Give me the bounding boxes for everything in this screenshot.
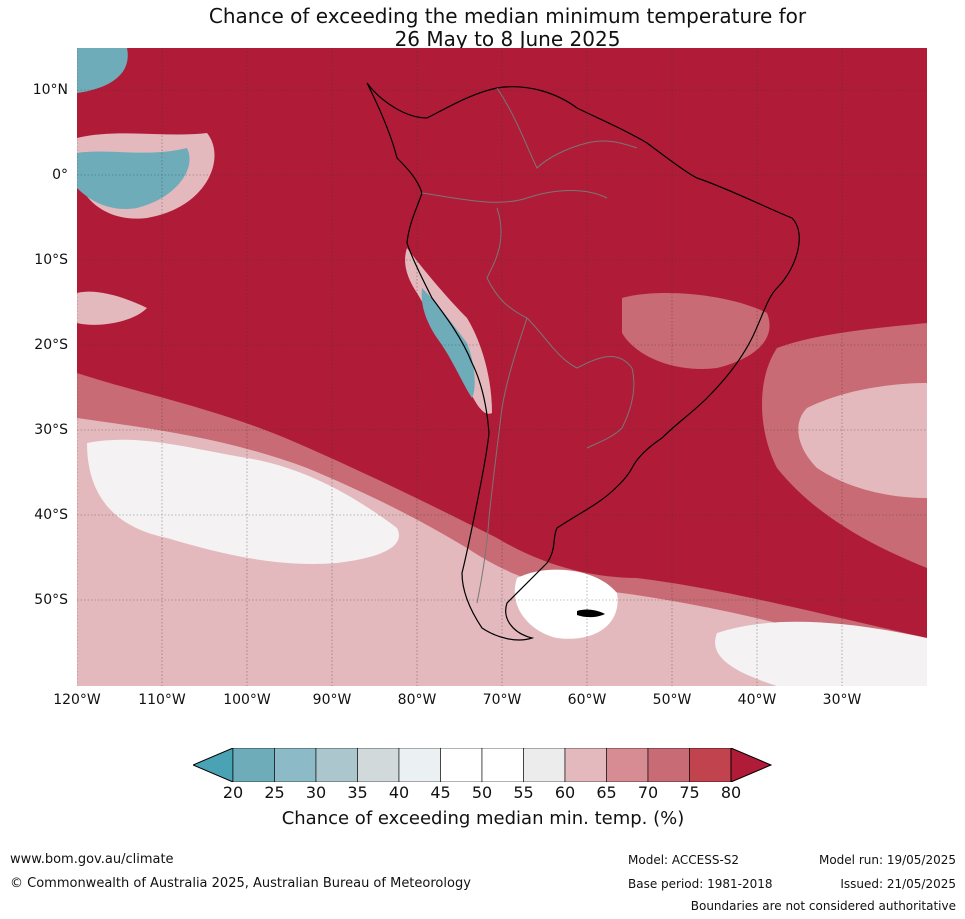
lat-label-10s: 10°S [34, 252, 68, 268]
graticule [76, 48, 927, 686]
footer-model: Model: ACCESS-S2 [628, 853, 740, 867]
lat-label-10n: 10°N [32, 82, 68, 98]
southern-white-3 [715, 621, 927, 686]
colorbar-tick-40: 40 [388, 783, 410, 802]
footer-model-run: Model run: 19/05/2025 [818, 853, 956, 867]
pacific-blue-3 [77, 291, 147, 325]
country-borders [421, 87, 638, 604]
colorbar-label: Chance of exceeding median min. temp. (%… [281, 808, 685, 829]
footer-copyright: © Commonwealth of Australia 2025, Austra… [10, 876, 471, 891]
lon-label-40w: 40°W [737, 692, 777, 708]
footer-base-period: Base period: 1981-2018 [628, 877, 773, 891]
probability-map [76, 48, 927, 686]
colorbar-tick-25: 25 [264, 783, 285, 802]
lon-label-80w: 80°W [397, 692, 437, 708]
footer-disclaimer: Boundaries are not considered authoritat… [690, 899, 956, 913]
colorbar-tick-65: 65 [596, 783, 617, 802]
colorbar-segment [647, 748, 690, 782]
lon-label-100w: 100°W [223, 692, 271, 708]
southern-white-1 [87, 439, 399, 564]
lon-label-70w: 70°W [482, 692, 522, 708]
pacific-blue-2 [77, 48, 128, 93]
colorbar-segment [481, 748, 524, 782]
south-america-coastline [366, 82, 800, 641]
eastern-atlantic-60 [798, 383, 927, 498]
colorbar-tick-30: 30 [305, 783, 327, 802]
colorbar-extend-high [730, 748, 773, 782]
colorbar-tick-75: 75 [679, 783, 700, 802]
southern-white-2 [514, 569, 618, 639]
colorbar-segment [523, 748, 566, 782]
colorbar-tick-80: 80 [720, 783, 742, 802]
andes-blue-core [421, 288, 475, 398]
colorbar-tick-35: 35 [347, 783, 368, 802]
colorbar-segment [357, 748, 400, 782]
colorbar-extend-low [193, 748, 234, 782]
colorbar-segment [440, 748, 483, 782]
colorbar-segment [232, 748, 275, 782]
footer-issued: Issued: 21/05/2025 [840, 877, 956, 891]
colorbar-tick-20: 20 [222, 783, 244, 802]
colorbar-segment [564, 748, 607, 782]
colorbar-tick-55: 55 [513, 783, 534, 802]
lon-label-110w: 110°W [138, 692, 186, 708]
colorbar-tick-60: 60 [554, 783, 576, 802]
colorbar-tick-45: 45 [430, 783, 451, 802]
lon-label-30w: 30°W [822, 692, 862, 708]
lat-label-50s: 50°S [34, 592, 68, 608]
chart-title-line2: 26 May to 8 June 2025 [394, 27, 621, 51]
colorbar-segment [274, 748, 317, 782]
brazil-patch [622, 293, 770, 369]
footer-website: www.bom.gov.au/climate [10, 852, 174, 867]
pacific-blue-1-core [77, 148, 190, 209]
colorbar-segment [606, 748, 649, 782]
falkland-islands [577, 609, 605, 618]
lat-label-20s: 20°S [34, 337, 68, 353]
lon-label-90w: 90°W [312, 692, 352, 708]
chart-title-line1: Chance of exceeding the median minimum t… [208, 4, 807, 28]
colorbar-segment [689, 748, 732, 782]
colorbar-tick-70: 70 [637, 783, 659, 802]
map-svg [76, 48, 927, 686]
colorbar-segment [315, 748, 358, 782]
lat-label-40s: 40°S [34, 507, 68, 523]
colorbar-segment [398, 748, 441, 782]
lat-label-0: 0° [52, 167, 68, 183]
lon-label-120w: 120°W [53, 692, 101, 708]
colorbar-tick-50: 50 [471, 783, 493, 802]
lon-label-60w: 60°W [567, 692, 607, 708]
lat-label-30s: 30°S [34, 422, 68, 438]
lon-label-50w: 50°W [652, 692, 692, 708]
colorbar [193, 748, 773, 782]
